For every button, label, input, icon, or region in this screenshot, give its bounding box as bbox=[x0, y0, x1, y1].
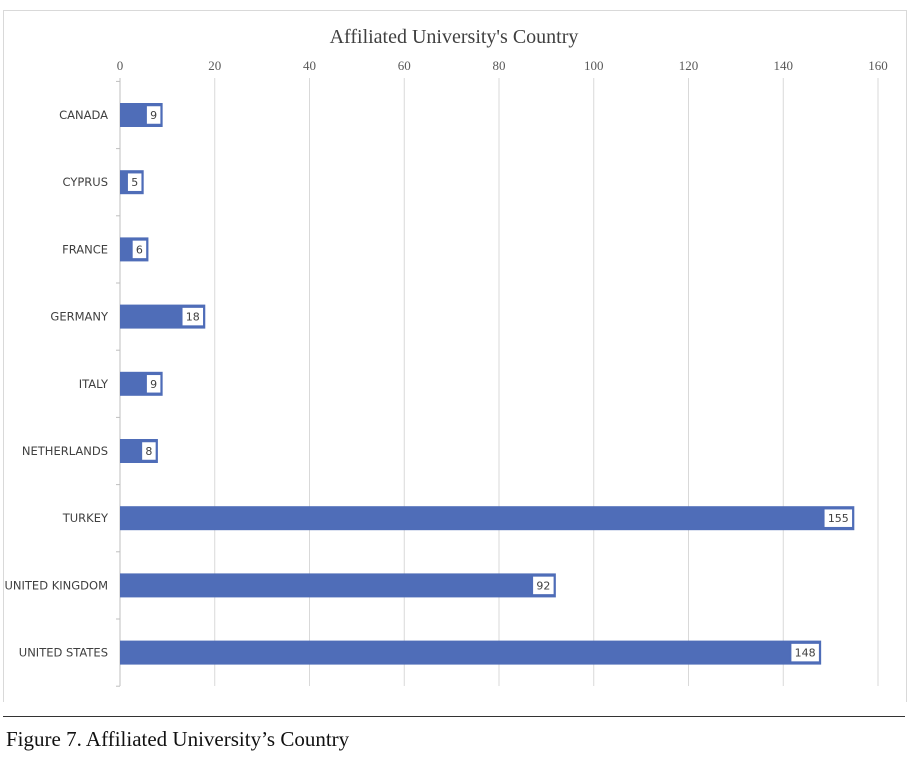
x-tick-label: 60 bbox=[398, 58, 411, 73]
bar-turkey bbox=[120, 506, 855, 531]
x-tick-label: 40 bbox=[303, 58, 316, 73]
category-label: GERMANY bbox=[50, 310, 109, 324]
data-label: 18 bbox=[186, 311, 200, 324]
x-tick-label: 20 bbox=[208, 58, 221, 73]
data-label-box bbox=[145, 373, 162, 395]
category-label: CANADA bbox=[59, 108, 108, 122]
data-label: 6 bbox=[136, 243, 143, 256]
data-label-box bbox=[181, 306, 205, 327]
data-label: 9 bbox=[150, 378, 157, 391]
category-label: UNITED STATES bbox=[19, 646, 108, 660]
bar-united-states bbox=[120, 640, 822, 665]
data-label-box bbox=[145, 104, 162, 126]
data-label-box bbox=[131, 239, 148, 260]
x-tick-label: 140 bbox=[774, 58, 794, 73]
category-label: TURKEY bbox=[62, 511, 109, 525]
category-labels: CANADA CYPRUS FRANCE GERMANY ITALY NETHERLAND… bbox=[5, 108, 109, 660]
x-tick-label: 80 bbox=[493, 58, 506, 73]
x-tick-label: 0 bbox=[117, 58, 124, 73]
category-label: UNITED KINGDOM bbox=[5, 578, 109, 592]
data-label: 8 bbox=[145, 445, 152, 458]
data-label: 148 bbox=[795, 647, 816, 660]
data-label-box bbox=[126, 171, 143, 193]
data-label: 155 bbox=[828, 512, 849, 525]
x-tick-label: 100 bbox=[584, 58, 604, 73]
x-tick-label: 120 bbox=[679, 58, 699, 73]
data-label-box bbox=[531, 575, 556, 596]
data-label: 9 bbox=[150, 109, 157, 122]
data-label-box bbox=[789, 642, 821, 663]
category-label: FRANCE bbox=[62, 242, 108, 256]
data-label: 92 bbox=[536, 579, 550, 592]
category-label: NETHERLANDS bbox=[22, 444, 108, 458]
data-label-box bbox=[140, 440, 158, 462]
data-label-box bbox=[823, 507, 854, 529]
category-label: CYPRUS bbox=[63, 175, 109, 189]
data-label: 5 bbox=[131, 176, 138, 189]
category-label: ITALY bbox=[79, 377, 109, 391]
bar-united-kingdom bbox=[120, 573, 556, 598]
x-axis-ticks: 0 20 40 60 80 100 120 140 160 bbox=[117, 58, 888, 73]
caption-rule bbox=[3, 716, 905, 717]
figure-caption: Figure 7. Affiliated University’s Countr… bbox=[6, 727, 350, 751]
bars: 9 5 6 18 9 8 155 92 148 bbox=[120, 103, 855, 665]
chart-title: Affiliated University's Country bbox=[330, 26, 579, 48]
x-tick-label: 160 bbox=[868, 58, 888, 73]
